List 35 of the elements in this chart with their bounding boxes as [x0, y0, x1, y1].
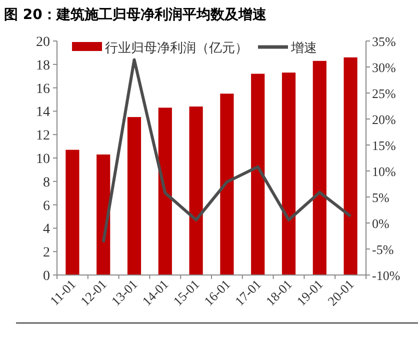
y-tick-label: 6 [43, 198, 50, 214]
y-tick-label: 8 [43, 175, 50, 190]
y2-tick-label: 10% [372, 164, 396, 179]
y-tick-label: 14 [36, 105, 50, 120]
y2-tick-label: 15% [372, 138, 396, 153]
y2-tick-label: 25% [372, 86, 396, 101]
bar [251, 74, 265, 275]
y2-tick-label: 30% [372, 60, 396, 75]
y2-tick-label: 35% [372, 34, 396, 49]
legend-label: 增速 [290, 41, 317, 56]
legend-label: 行业归母净利润（亿元） [105, 41, 248, 56]
y2-tick-label: -10% [372, 268, 400, 283]
bar [282, 72, 296, 275]
bar [312, 60, 326, 275]
bar [96, 154, 110, 275]
y-tick-label: 18 [36, 58, 50, 74]
y-tick-label: 16 [36, 82, 50, 97]
y-tick-label: 4 [43, 222, 50, 238]
y2-tick-label: -5% [372, 242, 394, 257]
bar [158, 108, 172, 275]
bar [66, 150, 80, 275]
bar [189, 106, 203, 275]
y-tick-label: 2 [43, 246, 50, 261]
line-series [102, 58, 352, 244]
chart-title: 图 20：建筑施工归母净利润平均数及增速 [4, 6, 268, 23]
y-tick-label: 12 [36, 128, 50, 144]
bar [344, 57, 358, 275]
bar [220, 94, 234, 275]
y2-tick-label: 0% [372, 216, 390, 231]
y-tick-label: 20 [36, 35, 50, 50]
y2-tick-label: 5% [372, 190, 390, 205]
bar [127, 117, 142, 275]
y-tick-label: 0 [43, 269, 50, 284]
y-tick-label: 10 [36, 152, 50, 167]
y2-tick-label: 20% [372, 112, 396, 127]
